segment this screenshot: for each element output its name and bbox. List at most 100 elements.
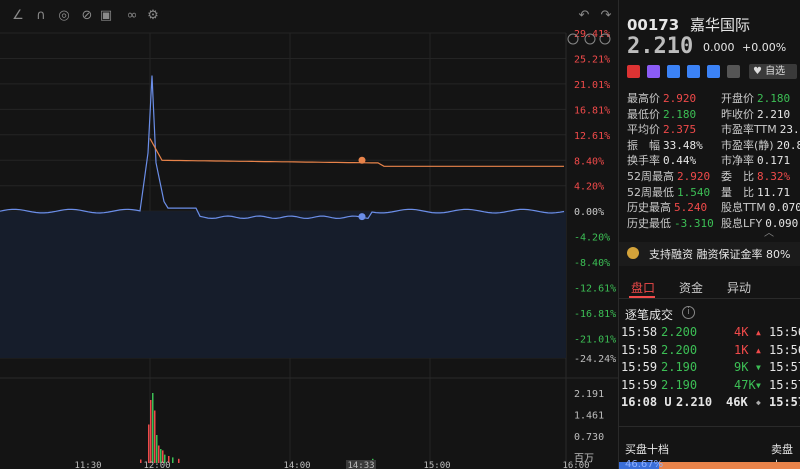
stat-item: 换手率 0.44% [627, 154, 696, 168]
magnet-icon[interactable]: ∩ [36, 8, 46, 23]
tab-funds[interactable]: 资金 [679, 281, 704, 295]
tick-time-2: 15:57 [769, 377, 800, 392]
stat-item: 平均价 2.375 [627, 123, 696, 137]
stat-label: 最低价 [627, 107, 660, 121]
stat-item: 委 比 8.32% [721, 170, 790, 184]
stat-item: 市净率 0.171 [721, 154, 790, 168]
volume-axis-label: 0.730 [574, 432, 604, 443]
info-icon[interactable]: i [682, 306, 695, 319]
time-axis-label: 11:30 [74, 461, 101, 469]
y-axis-label: -12.61% [574, 284, 616, 295]
volume-axis-label: 百万 [574, 453, 594, 465]
tick-time: 15:58 [621, 325, 658, 339]
tick-row: 15:592.190 47K▼ 15:57 [621, 377, 800, 394]
reset-icon [567, 33, 579, 45]
redo-icon[interactable]: ↷ [600, 8, 612, 23]
sell-ratio-bar [659, 462, 800, 469]
stat-label: 52周最高 [627, 170, 674, 183]
volume-bar [158, 445, 160, 463]
stat-value: 2.920 [663, 92, 697, 105]
eye-icon[interactable]: ◎ [58, 8, 70, 23]
watch-button[interactable]: ♥ 自选 [749, 64, 797, 79]
buy-ratio-value: 46.67% [625, 459, 664, 469]
stat-value: 1.540 [677, 185, 711, 199]
tick-volume: 9K [734, 360, 749, 374]
tick-row: 16:08 U 2.210 46K ◆ 15:57 [621, 394, 800, 411]
tick-price: 2.190 [661, 360, 698, 374]
tick-volume: 1K [734, 342, 749, 357]
tick-direction-icon: ▼ [756, 363, 761, 372]
stat-value: 2.180 [757, 92, 791, 105]
volume-bar [160, 449, 162, 463]
undo-icon[interactable]: ↶ [578, 8, 590, 23]
stat-label: 市盈率(静) [721, 138, 774, 152]
stock-code: 00173 [627, 16, 680, 34]
tab-pankou[interactable]: 盘口 [631, 281, 656, 295]
y-axis-label: -8.40% [574, 258, 610, 269]
intraday-chart[interactable]: 29.41%25.21%21.01%16.81%12.61%8.40%4.20%… [0, 0, 618, 469]
lightning-icon[interactable] [647, 65, 660, 78]
price-marker [358, 213, 366, 221]
tick-volume: 46K [726, 395, 748, 409]
stat-label: 历史最低 [627, 216, 671, 230]
gear-icon[interactable]: ⚙ [147, 8, 159, 23]
volume-bar [164, 454, 166, 463]
doc-icon[interactable] [727, 65, 740, 78]
tick-time: 16:08 U [621, 395, 672, 409]
s-icon[interactable] [687, 65, 700, 78]
tick-price: 2.190 [661, 377, 698, 392]
stat-label: 52周最低 [627, 185, 674, 199]
stat-label: 市净率 [721, 154, 754, 168]
stock-name: 嘉华国际 [689, 16, 750, 34]
tag-icon[interactable] [707, 65, 720, 78]
stat-value: 20.85 [776, 138, 800, 152]
tab-unusual[interactable]: 异动 [727, 281, 752, 295]
volume-bar [178, 458, 180, 463]
tick-time: 15:59 [621, 360, 658, 374]
connect-icon[interactable] [667, 65, 680, 78]
volume-axis-label: 1.461 [574, 411, 604, 422]
stat-item: 振 幅 33.48% [627, 139, 703, 153]
stat-label: 换手率 [627, 154, 660, 168]
volume-bar [150, 400, 152, 463]
volume-bar [154, 410, 156, 463]
line-tool-icon[interactable]: ∠ [12, 8, 24, 23]
zoom-in-icon [599, 33, 611, 45]
stat-label: 最高价 [627, 92, 660, 105]
tick-time: 15:59 [621, 377, 658, 392]
tick-direction-icon: ◆ [756, 398, 761, 407]
stat-item: 历史最高 5.240 [627, 201, 707, 215]
avg-marker [358, 156, 366, 164]
chevron-up-icon[interactable]: ︿ [764, 228, 774, 239]
y-axis-label: 16.81% [574, 105, 610, 116]
stat-label: 股息TTM [721, 201, 766, 215]
last-price: 2.210 [627, 34, 694, 59]
stat-value: 2.375 [663, 123, 697, 137]
tick-time-2: 15:56 [769, 342, 800, 357]
tick-row: 15:592.190 9K ▼ 15:57 [621, 359, 800, 376]
stat-value: 0.090 [765, 216, 799, 230]
stat-value: 0.44% [663, 154, 697, 168]
price-series-line [0, 75, 565, 220]
hk-flag-icon[interactable] [627, 65, 640, 78]
stat-value: 11.71 [757, 185, 791, 199]
volume-axis-label: 2.191 [574, 389, 604, 400]
volume-bar [140, 459, 142, 463]
volume-bar [168, 456, 170, 463]
y-axis-label: -4.20% [574, 233, 610, 244]
stat-item: 量 比 11.71 [721, 186, 790, 200]
hide-icon[interactable]: ⊘ [81, 8, 93, 23]
stat-value: -3.310 [674, 216, 714, 230]
stat-item: 开盘价 2.180 [721, 92, 790, 106]
margin-info: 支持融资 融资保证金率 80% [649, 248, 791, 261]
trash-icon[interactable]: ▣ [99, 8, 113, 23]
time-axis-label: 14:00 [283, 461, 310, 469]
stat-item: 股息TTM 0.070 [721, 201, 800, 215]
tick-price: 2.200 [661, 342, 698, 357]
tick-row: 15:582.200 4K ▲ 15:56 [621, 324, 800, 341]
tick-volume: 4K [734, 325, 749, 339]
margin-icon [627, 247, 639, 259]
price-area-fill [0, 211, 566, 358]
link-icon[interactable]: ∞ [126, 8, 138, 23]
